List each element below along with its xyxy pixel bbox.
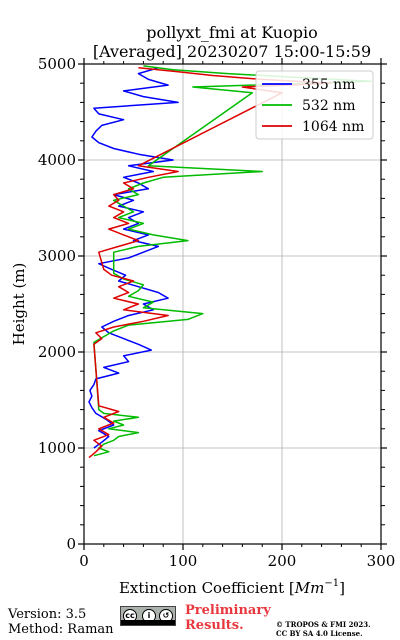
- legend-label-0: 355 nm: [302, 77, 355, 93]
- copyright-line-2: CC BY SA 4.0 License.: [276, 629, 363, 638]
- chart-subtitle: [Averaged] 20230207 15:00-15:59: [93, 42, 371, 61]
- cc-badge-bar: [121, 620, 175, 625]
- x-tick-label: 300: [367, 552, 396, 570]
- series-line-0: [88, 67, 179, 449]
- y-tick-label: 3000: [38, 247, 76, 265]
- series-layer: [88, 65, 372, 459]
- method-text: Method: Raman: [8, 622, 114, 637]
- series-line-2: [88, 67, 333, 459]
- copyright-line-1: © TROPOS & FMI 2023.: [276, 620, 371, 629]
- x-tick-label: 0: [79, 552, 89, 570]
- x-axis-label: Extinction Coefficient [Mm−1]: [119, 578, 345, 597]
- y-tick-label: 5000: [38, 55, 76, 73]
- legend: 355 nm 532 nm 1064 nm: [255, 70, 374, 140]
- x-tick-label: 200: [268, 552, 297, 570]
- legend-label-1: 532 nm: [302, 98, 355, 114]
- preliminary-line-2: Results.: [185, 618, 244, 633]
- legend-box: [255, 70, 374, 140]
- x-tick-label: 100: [169, 552, 198, 570]
- cc-license-badge: cc i ↺: [120, 606, 176, 626]
- y-tick-label: 1000: [38, 439, 76, 457]
- plot-frame: [83, 63, 382, 545]
- legend-label-2: 1064 nm: [302, 119, 364, 135]
- y-tick-label: 4000: [38, 151, 76, 169]
- chart-title: pollyxt_fmi at Kuopio: [146, 23, 317, 42]
- version-text: Version: 3.5: [8, 607, 87, 622]
- y-axis-label: Height (m): [10, 263, 28, 346]
- cc-icon: cc: [123, 609, 137, 623]
- y-tick-label: 0: [66, 535, 76, 553]
- y-tick-label: 2000: [38, 343, 76, 361]
- copyright-notice: © TROPOS & FMI 2023. CC BY SA 4.0 Licens…: [276, 620, 400, 638]
- preliminary-results-notice: Preliminary Results.: [185, 603, 281, 633]
- preliminary-line-1: Preliminary: [185, 603, 271, 618]
